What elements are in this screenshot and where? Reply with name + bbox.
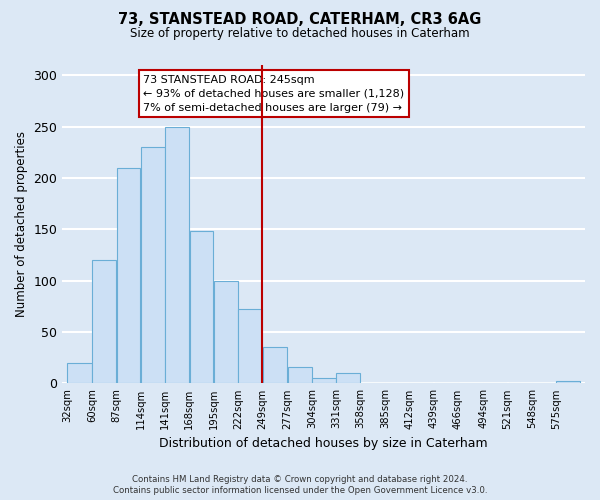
Text: Contains public sector information licensed under the Open Government Licence v3: Contains public sector information licen… (113, 486, 487, 495)
X-axis label: Distribution of detached houses by size in Caterham: Distribution of detached houses by size … (160, 437, 488, 450)
Bar (165, 126, 189, 384)
Bar (190, 232, 214, 384)
Bar (141, 147, 165, 384)
Text: 73, STANSTEAD ROAD, CATERHAM, CR3 6AG: 73, STANSTEAD ROAD, CATERHAM, CR3 6AG (118, 12, 482, 28)
Bar (238, 310, 262, 384)
Bar (312, 378, 336, 384)
Bar (116, 168, 140, 384)
Bar (263, 348, 287, 384)
Y-axis label: Number of detached properties: Number of detached properties (15, 131, 28, 317)
Bar (288, 367, 312, 384)
Text: Size of property relative to detached houses in Caterham: Size of property relative to detached ho… (130, 28, 470, 40)
Bar (337, 373, 361, 384)
Bar (214, 280, 238, 384)
Text: Contains HM Land Registry data © Crown copyright and database right 2024.: Contains HM Land Registry data © Crown c… (132, 475, 468, 484)
Text: 73 STANSTEAD ROAD: 245sqm
← 93% of detached houses are smaller (1,128)
7% of sem: 73 STANSTEAD ROAD: 245sqm ← 93% of detac… (143, 74, 404, 112)
Bar (67, 363, 92, 384)
Bar (92, 260, 116, 384)
Bar (556, 382, 580, 384)
